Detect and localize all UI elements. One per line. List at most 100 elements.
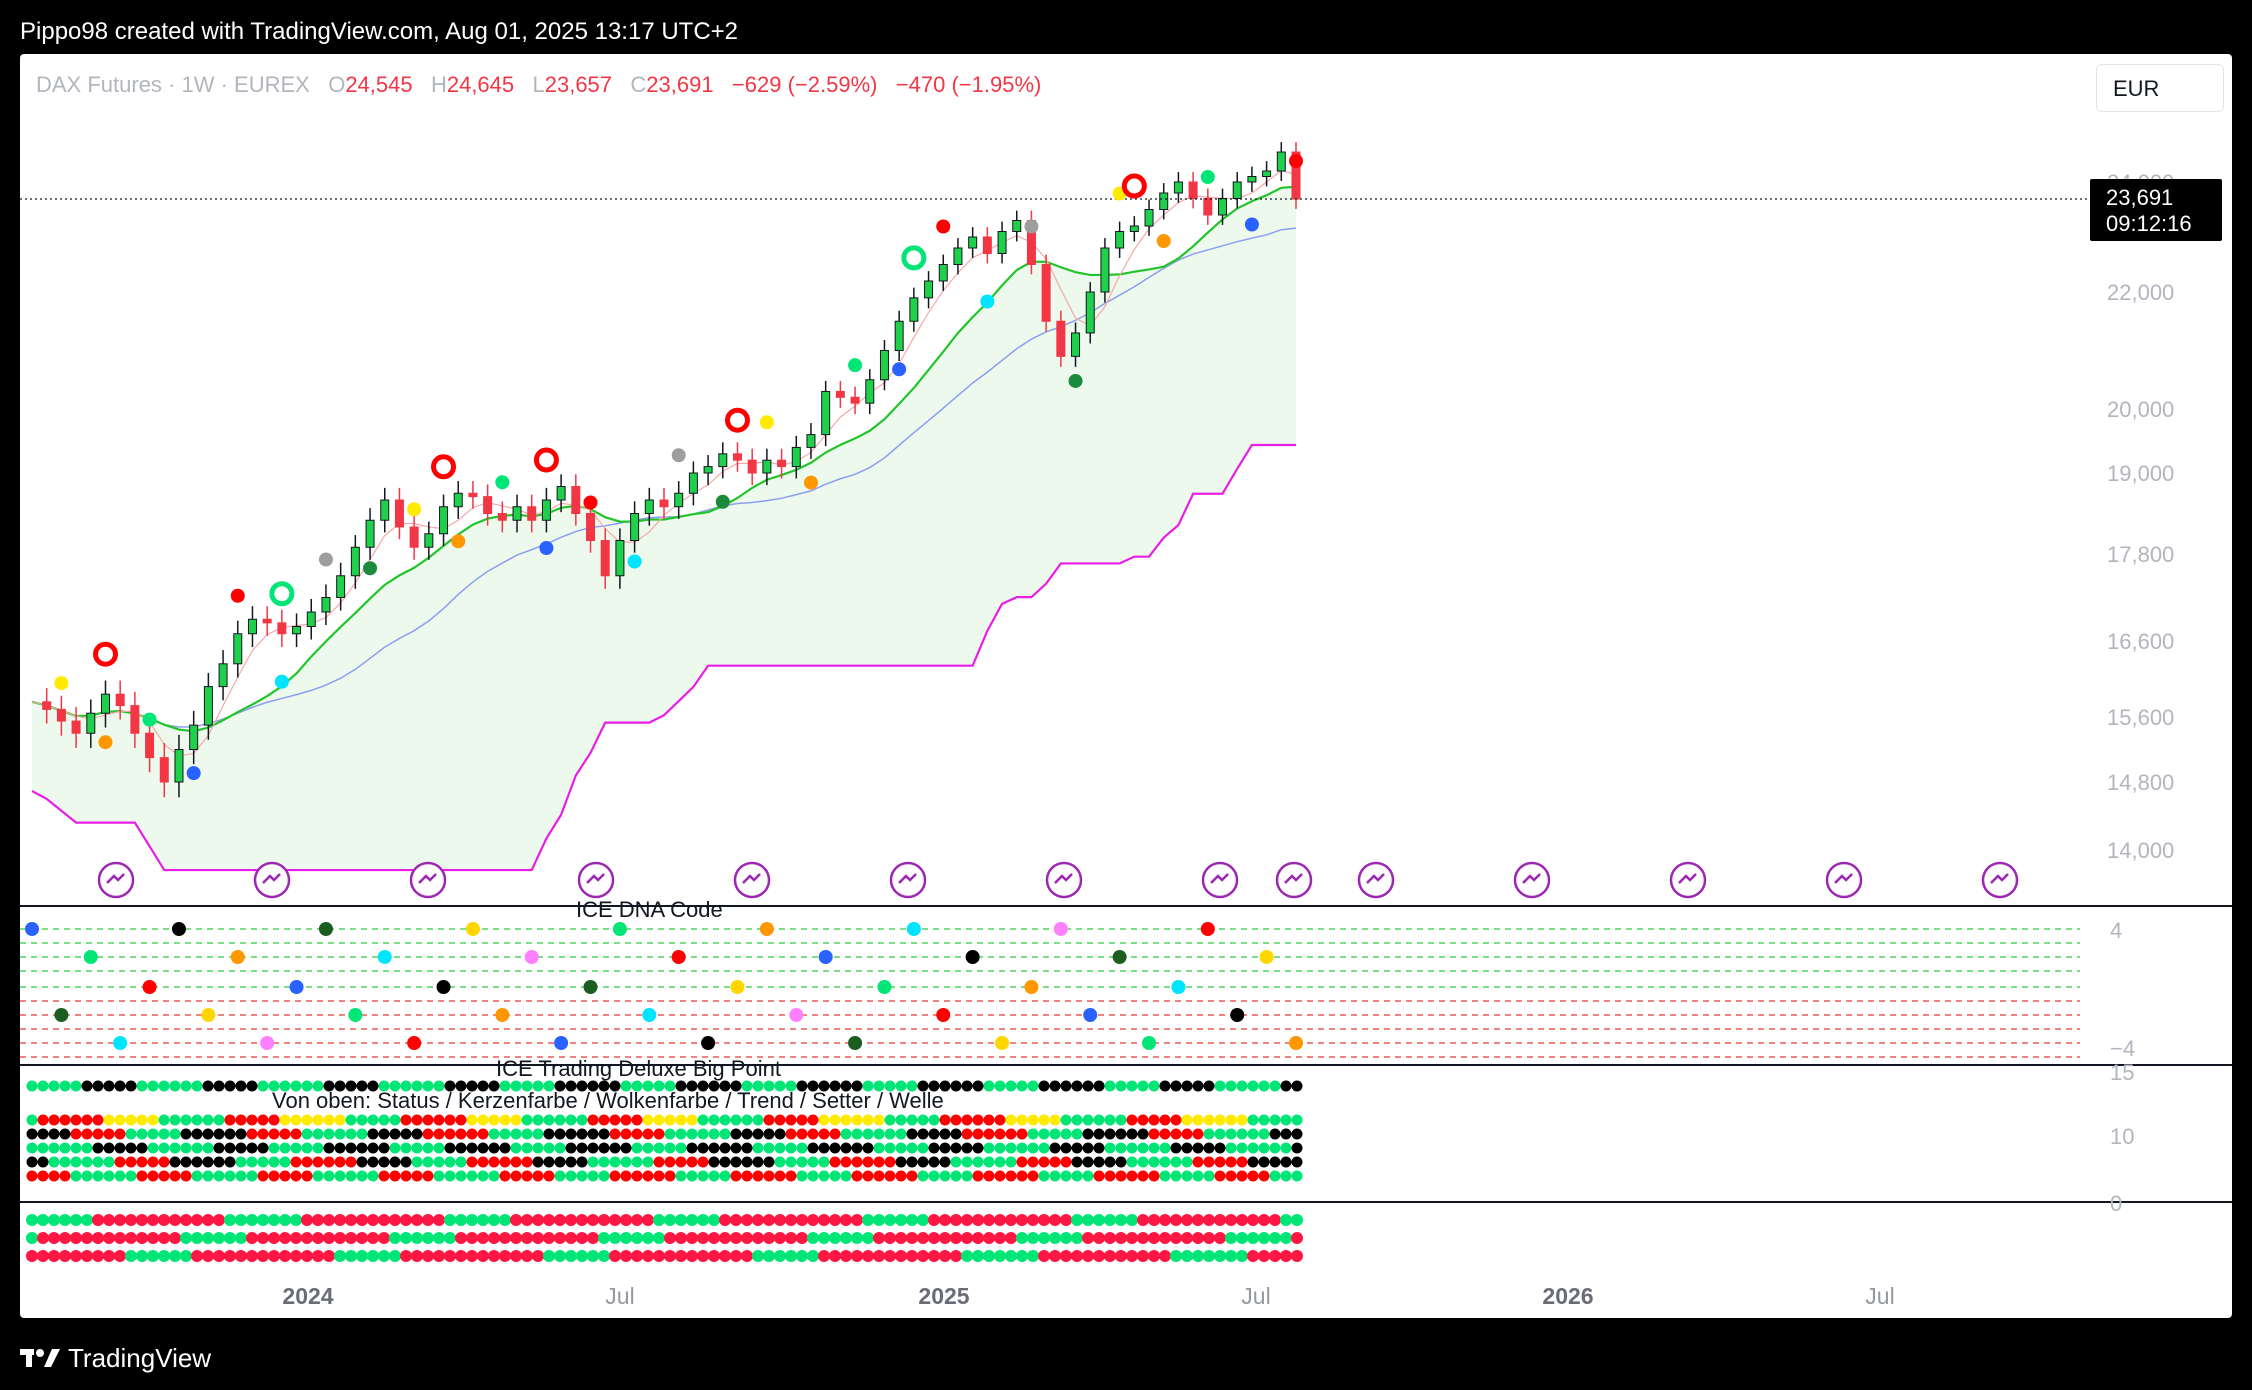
status-dot — [851, 1232, 863, 1244]
status-dot — [697, 1250, 709, 1262]
big-point-dot — [70, 1170, 82, 1182]
big-point-dot — [818, 1156, 830, 1168]
big-point-dot — [246, 1128, 258, 1140]
status-dot — [477, 1214, 489, 1226]
y-tick-label: 22,000 — [2107, 280, 2174, 305]
status-dot — [961, 1214, 973, 1226]
status-dot — [1137, 1250, 1149, 1262]
big-point-dot — [1181, 1156, 1193, 1168]
status-dot — [532, 1250, 544, 1262]
big-point-dot — [235, 1142, 247, 1154]
candle-body — [865, 379, 875, 404]
big-point-dot — [928, 1128, 940, 1140]
status-dot — [1071, 1250, 1083, 1262]
big-point-dot — [950, 1114, 962, 1126]
status-dot — [829, 1250, 841, 1262]
status-dot — [103, 1214, 115, 1226]
candle-body — [806, 434, 816, 448]
status-dot — [455, 1232, 467, 1244]
big-point-dot — [906, 1142, 918, 1154]
big-point-dot — [543, 1170, 555, 1182]
big-point-dot — [356, 1080, 368, 1092]
status-dot — [1082, 1232, 1094, 1244]
big-point-dot — [202, 1114, 214, 1126]
big-point-dot — [631, 1170, 643, 1182]
big-point-dot — [829, 1142, 841, 1154]
status-dot — [1258, 1232, 1270, 1244]
big-point-dot — [1005, 1170, 1017, 1182]
big-point-dot — [279, 1170, 291, 1182]
status-dot — [675, 1214, 687, 1226]
candle-body — [1071, 332, 1081, 357]
big-point-dot — [246, 1142, 258, 1154]
big-point-dot — [950, 1080, 962, 1092]
big-point-dot — [1214, 1114, 1226, 1126]
status-dot — [543, 1232, 555, 1244]
status-dot — [1258, 1250, 1270, 1262]
status-dot — [125, 1250, 137, 1262]
status-dot — [411, 1232, 423, 1244]
big-point-dot — [763, 1170, 775, 1182]
status-dot — [422, 1250, 434, 1262]
currency-button[interactable]: EUR — [2096, 64, 2224, 112]
big-point-dot — [521, 1142, 533, 1154]
status-dot — [1082, 1214, 1094, 1226]
status-dot — [554, 1250, 566, 1262]
big-point-dot — [917, 1170, 929, 1182]
big-point-dot — [587, 1080, 599, 1092]
status-dot — [433, 1214, 445, 1226]
big-point-dot — [1005, 1080, 1017, 1092]
chart-canvas[interactable]: 24,00022,00020,00019,00017,80016,60015,6… — [20, 54, 2232, 1318]
big-point-dot — [1115, 1114, 1127, 1126]
symbol-label[interactable]: DAX Futures · 1W · EUREX — [36, 72, 310, 97]
big-point-dot — [400, 1156, 412, 1168]
status-dot — [312, 1214, 324, 1226]
status-dot — [1247, 1232, 1259, 1244]
status-dot — [1038, 1250, 1050, 1262]
candle-body — [1012, 220, 1022, 232]
big-point-dot — [312, 1170, 324, 1182]
big-point-dot — [895, 1080, 907, 1092]
status-dot — [1071, 1232, 1083, 1244]
status-dot — [114, 1232, 126, 1244]
status-dot — [521, 1232, 533, 1244]
candle-body — [600, 540, 610, 577]
big-point-dot — [323, 1080, 335, 1092]
big-point-dot — [851, 1170, 863, 1182]
candle-body — [791, 446, 801, 468]
big-point-dot — [576, 1156, 588, 1168]
big-point-dot — [521, 1170, 533, 1182]
dna-dot — [906, 922, 921, 936]
big-point-dot — [653, 1128, 665, 1140]
status-dot — [862, 1232, 874, 1244]
candle-body — [247, 618, 257, 635]
big-point-dot — [730, 1080, 742, 1092]
big-point-dot — [983, 1156, 995, 1168]
big-point-dot — [708, 1128, 720, 1140]
big-point-dot — [444, 1170, 456, 1182]
big-point-dot — [609, 1114, 621, 1126]
big-point-dot — [928, 1080, 940, 1092]
status-dot — [1104, 1232, 1116, 1244]
status-dot — [466, 1250, 478, 1262]
dna-dot — [759, 922, 774, 936]
status-dot — [675, 1232, 687, 1244]
big-point-dot — [466, 1142, 478, 1154]
big-point-dot — [510, 1080, 522, 1092]
last-price-value: 23,691 — [2106, 185, 2173, 210]
close-label: C — [630, 72, 647, 97]
big-point-dot — [983, 1128, 995, 1140]
big-point-dot — [620, 1156, 632, 1168]
candle-body — [1218, 198, 1228, 216]
big-point-dot — [840, 1156, 852, 1168]
big-point-dot — [1082, 1080, 1094, 1092]
big-point-dot — [103, 1142, 115, 1154]
big-point-dot — [763, 1114, 775, 1126]
candle-body — [174, 749, 184, 783]
big-point-dot — [37, 1156, 49, 1168]
pane-tick-label: 15 — [2110, 1060, 2134, 1085]
status-dot — [917, 1250, 929, 1262]
big-point-dot — [158, 1142, 170, 1154]
session-arrow-icon — [733, 861, 771, 899]
signal-marker — [759, 415, 774, 430]
